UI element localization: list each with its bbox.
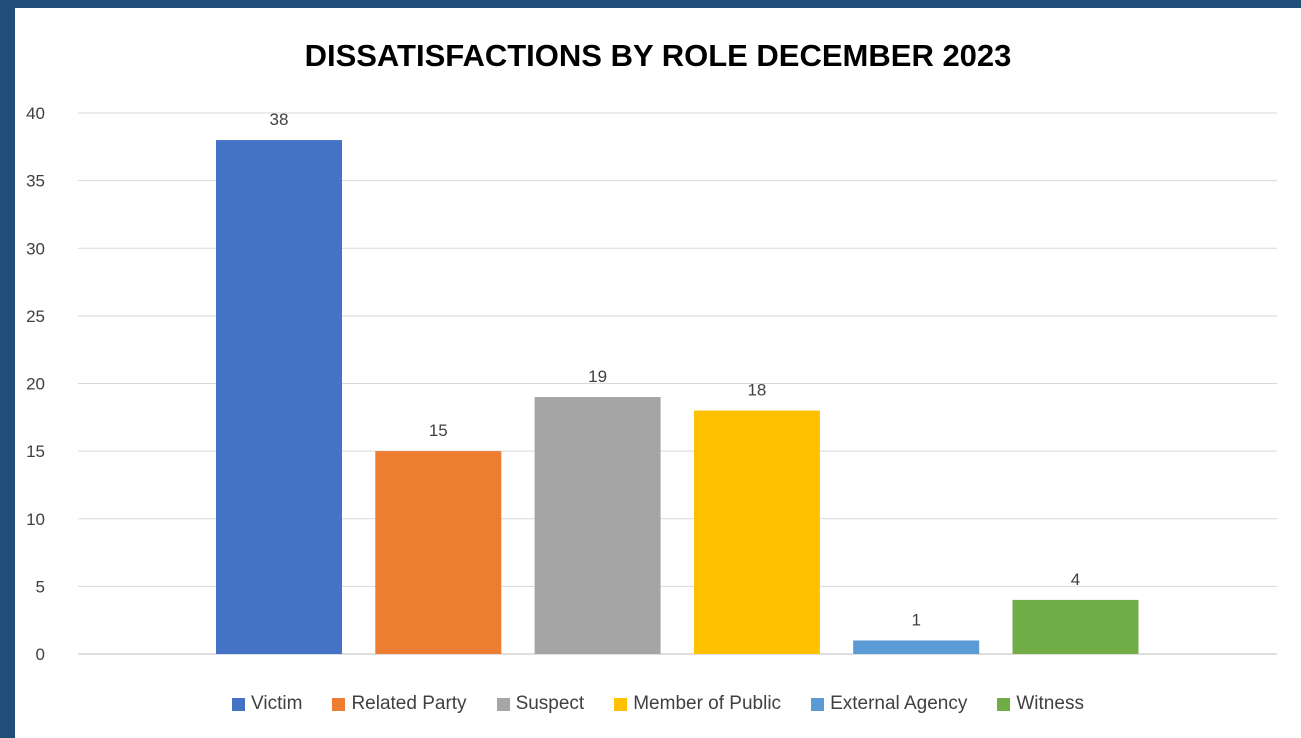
- y-tick-label: 25: [26, 307, 45, 326]
- legend-swatch: [614, 697, 628, 711]
- legend-item: Witness: [997, 693, 1084, 715]
- legend-item: Suspect: [496, 693, 585, 715]
- data-label: 18: [747, 381, 766, 400]
- chart-legend: Victim Related Party Suspect Member of Publ…: [15, 693, 1301, 715]
- y-tick-label: 5: [36, 577, 45, 596]
- bar-chart: 0 5 10 15 20 25 30 35 40 38 15 19 18 1 4: [26, 104, 1277, 664]
- legend-label: Member of Public: [633, 693, 782, 714]
- y-tick-label: 30: [26, 239, 45, 258]
- bar-member-of-public: [693, 410, 820, 654]
- legend-item: Victim: [232, 693, 302, 715]
- y-tick-label: 20: [26, 375, 45, 394]
- bar-witness: [1012, 599, 1139, 654]
- legend-label: Related Party: [351, 693, 467, 714]
- y-tick-label: 40: [26, 104, 45, 123]
- chart-title: DISSATISFACTIONS BY ROLE DECEMBER 2023: [304, 38, 1012, 73]
- legend-label: External Agency: [830, 693, 968, 714]
- legend-item: Member of Public: [614, 693, 781, 715]
- data-label: 15: [429, 421, 448, 440]
- data-label: 1: [911, 610, 920, 629]
- legend-label: Witness: [1016, 693, 1084, 714]
- bar-related-party: [375, 451, 502, 654]
- data-label: 19: [588, 367, 607, 386]
- legend-label: Victim: [251, 693, 303, 714]
- legend-label: Suspect: [515, 693, 585, 714]
- legend-swatch: [811, 697, 825, 711]
- legend-item: Related Party: [332, 693, 467, 715]
- y-tick-label: 15: [26, 442, 45, 461]
- data-label: 4: [1071, 570, 1080, 589]
- legend-item: External Agency: [811, 693, 967, 715]
- bar-victim: [216, 140, 342, 655]
- legend-swatch: [232, 697, 246, 711]
- y-tick-label: 0: [36, 645, 45, 664]
- bar-suspect: [534, 397, 661, 654]
- y-tick-label: 35: [26, 172, 45, 191]
- legend-swatch: [332, 697, 346, 711]
- legend-swatch: [496, 697, 510, 711]
- chart-frame: DISSATISFACTIONS BY ROLE DECEMBER 2023 0…: [15, 8, 1301, 738]
- legend-swatch: [997, 697, 1011, 711]
- bar-external-agency: [853, 640, 980, 654]
- data-label: 38: [270, 110, 289, 129]
- y-tick-label: 10: [26, 510, 45, 529]
